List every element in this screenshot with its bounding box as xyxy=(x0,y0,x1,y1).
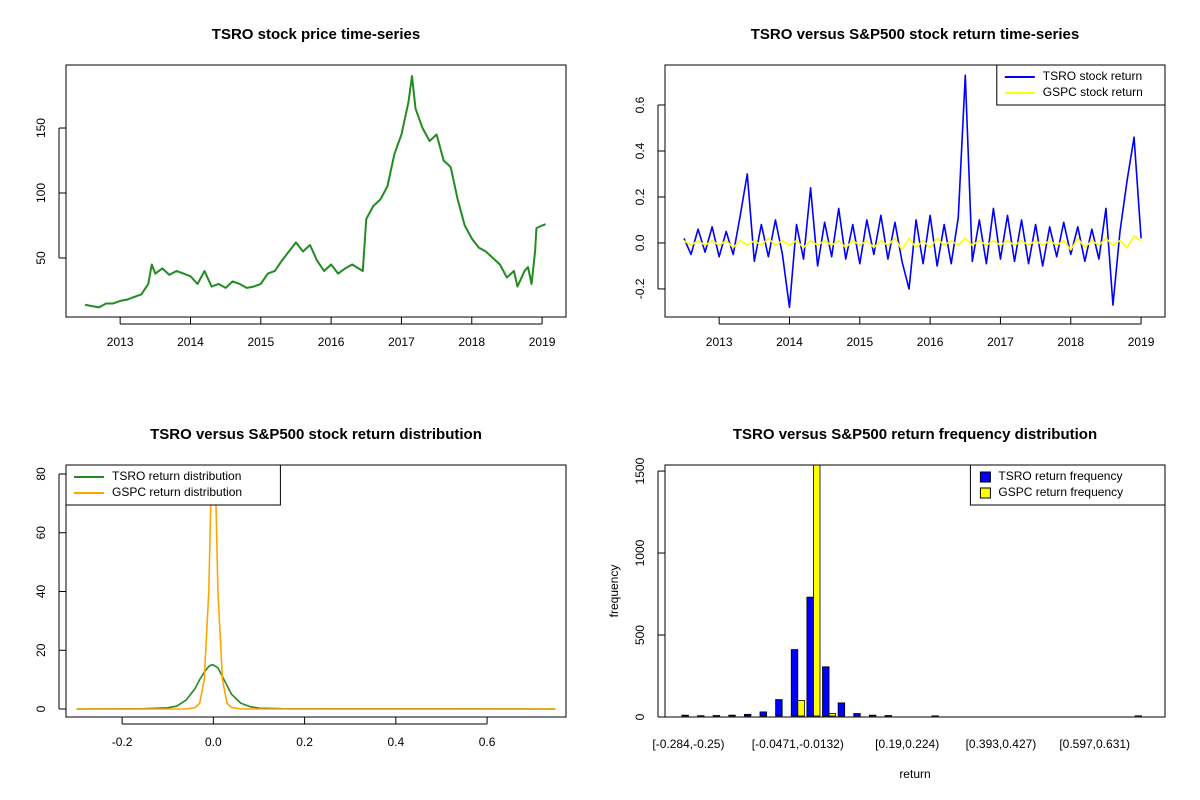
legend-label: TSRO return distribution xyxy=(112,469,241,483)
y-tick-label: 40 xyxy=(34,585,48,599)
x-tick-label: 0.4 xyxy=(387,735,404,749)
chart-title: TSRO versus S&P500 stock return time-ser… xyxy=(751,26,1079,43)
plot-frame xyxy=(664,64,1166,318)
x-tick-label: 2017 xyxy=(987,335,1014,349)
x-tick-label: 2019 xyxy=(529,335,556,349)
bar xyxy=(759,711,767,717)
bar xyxy=(743,713,752,717)
y-tick-label: 0 xyxy=(34,705,48,712)
y-tick-label: 60 xyxy=(34,526,48,540)
chart-title: TSRO stock price time-series xyxy=(212,26,420,43)
plot-frame xyxy=(664,464,1166,718)
bar xyxy=(681,714,689,717)
legend-label: GSPC stock return xyxy=(1043,85,1143,99)
x-tick-label: 2015 xyxy=(846,335,873,349)
legend-swatch xyxy=(979,471,991,483)
plot-area xyxy=(84,75,546,309)
x-tick-label: 2019 xyxy=(1128,335,1155,349)
y-tick-label: 80 xyxy=(34,467,48,481)
x-tick-label: [-0.0471,-0.0132) xyxy=(752,737,844,751)
data-line xyxy=(683,235,1142,251)
legend-box xyxy=(996,64,1166,106)
y-tick-label: 100 xyxy=(34,183,48,203)
y-tick-label: 0.2 xyxy=(633,188,647,205)
bar xyxy=(790,649,799,717)
y-tick-label: 1000 xyxy=(633,539,647,566)
x-tick-label: 0.6 xyxy=(479,735,496,749)
bar xyxy=(797,700,805,717)
y-tick-label: 0.4 xyxy=(633,142,647,159)
x-tick-label: 2016 xyxy=(318,335,345,349)
x-tick-label: 2017 xyxy=(388,335,415,349)
y-tick-label: 0.6 xyxy=(633,96,647,113)
y-tick-label: 1500 xyxy=(633,457,647,484)
plot-frame xyxy=(65,464,567,718)
y-tick-label: 20 xyxy=(34,643,48,657)
bar xyxy=(813,465,821,717)
y-tick-label: 50 xyxy=(34,251,48,265)
legend-label: TSRO stock return xyxy=(1043,69,1142,83)
bar xyxy=(853,713,861,717)
x-tick-label: 2018 xyxy=(1057,335,1084,349)
x-tick-label: [-0.284,-0.25) xyxy=(652,737,724,751)
bar xyxy=(822,666,830,717)
legend-label: GSPC return frequency xyxy=(998,485,1123,499)
bar xyxy=(806,596,814,717)
chart-title: TSRO versus S&P500 return frequency dist… xyxy=(733,426,1097,443)
x-tick-label: [0.393,0.427) xyxy=(966,737,1037,751)
y-tick-label: -0.2 xyxy=(633,278,647,299)
y-tick-label: 500 xyxy=(633,625,647,645)
bar xyxy=(837,702,846,717)
chart-title: TSRO versus S&P500 stock return distribu… xyxy=(150,426,482,443)
bar xyxy=(868,714,877,717)
legend-box xyxy=(65,464,281,506)
data-line xyxy=(683,74,1142,309)
x-tick-label: [0.19,0.224) xyxy=(875,737,939,751)
bar xyxy=(775,699,783,717)
x-tick-label: [0.597,0.631) xyxy=(1059,737,1130,751)
y-tick-label: 150 xyxy=(34,118,48,138)
x-axis-label: return xyxy=(899,767,930,781)
y-axis-label: frequency xyxy=(607,565,621,618)
legend-box xyxy=(969,464,1166,506)
x-tick-label: 0.2 xyxy=(296,735,313,749)
legend-label: TSRO return frequency xyxy=(998,469,1122,483)
x-tick-label: 2013 xyxy=(107,335,134,349)
plot-area xyxy=(681,465,1142,717)
data-line xyxy=(84,75,546,309)
bar xyxy=(728,714,736,717)
x-tick-label: 2013 xyxy=(706,335,733,349)
legend-label: GSPC return distribution xyxy=(112,485,242,499)
y-tick-label: 0 xyxy=(633,713,647,720)
y-tick-label: 0.0 xyxy=(633,234,647,251)
plot-area xyxy=(683,74,1142,309)
x-tick-label: 2018 xyxy=(458,335,485,349)
x-tick-label: 2014 xyxy=(177,335,204,349)
data-line xyxy=(76,664,556,710)
legend-swatch xyxy=(979,487,991,499)
plot-frame xyxy=(65,64,567,318)
x-tick-label: -0.2 xyxy=(112,735,133,749)
bar xyxy=(828,713,837,717)
x-tick-label: 0.0 xyxy=(205,735,222,749)
x-tick-label: 2015 xyxy=(247,335,274,349)
x-tick-label: 2016 xyxy=(917,335,944,349)
x-tick-label: 2014 xyxy=(776,335,803,349)
